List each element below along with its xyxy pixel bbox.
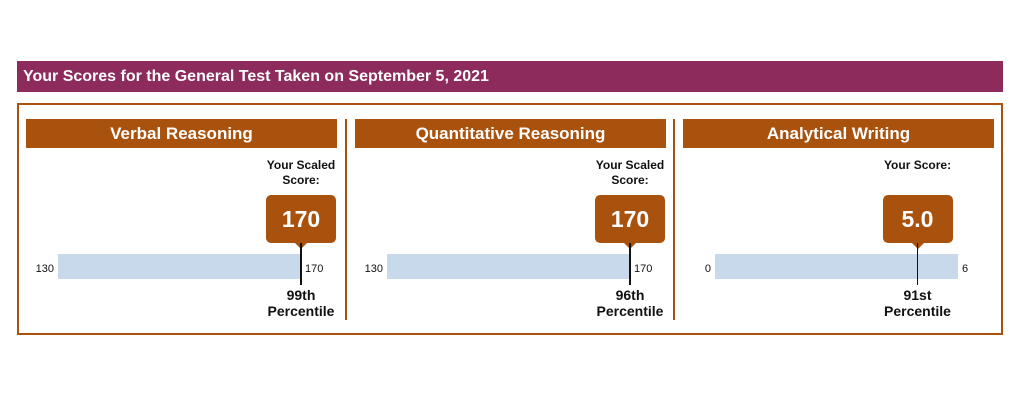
percentile-label: Percentile: [884, 303, 951, 319]
score-value: 170: [595, 195, 665, 249]
percentile-rank: 99th: [286, 287, 316, 303]
scale-min: 0: [704, 263, 711, 275]
percentile-label: Percentile: [596, 303, 664, 319]
scores-box: [17, 103, 1003, 335]
divider: [673, 119, 675, 320]
scale-max: 170: [305, 263, 324, 275]
score-label: Your Score:: [883, 158, 952, 172]
score-scale: [387, 254, 630, 279]
percentile: 99th Percentile: [251, 287, 351, 319]
score-marker: [629, 243, 631, 285]
score-value: 5.0: [882, 195, 953, 249]
header-title: Your Scores for the General Test Taken o…: [17, 61, 1003, 92]
scale-max: 170: [634, 263, 653, 275]
scale-min: 130: [35, 263, 54, 275]
percentile: 96th Percentile: [580, 287, 680, 319]
percentile: 91st Percentile: [868, 287, 968, 319]
panel-title: Quantitative Reasoning: [355, 119, 666, 148]
percentile-rank: 91st: [903, 287, 932, 303]
scale-max: 6: [962, 263, 969, 275]
score-label: Your Scaled Score:: [595, 158, 665, 187]
panel-title: Verbal Reasoning: [26, 119, 337, 148]
scale-min: 130: [364, 263, 383, 275]
score-value: 170: [266, 195, 336, 249]
score-marker: [916, 243, 919, 285]
percentile-label: Percentile: [267, 303, 335, 319]
divider: [345, 119, 347, 320]
score-scale: [715, 254, 958, 279]
score-scale: [58, 254, 301, 279]
score-marker: [300, 243, 302, 285]
panel-title: Analytical Writing: [683, 119, 994, 148]
score-label: Your Scaled Score:: [266, 158, 336, 187]
percentile-rank: 96th: [615, 287, 645, 303]
